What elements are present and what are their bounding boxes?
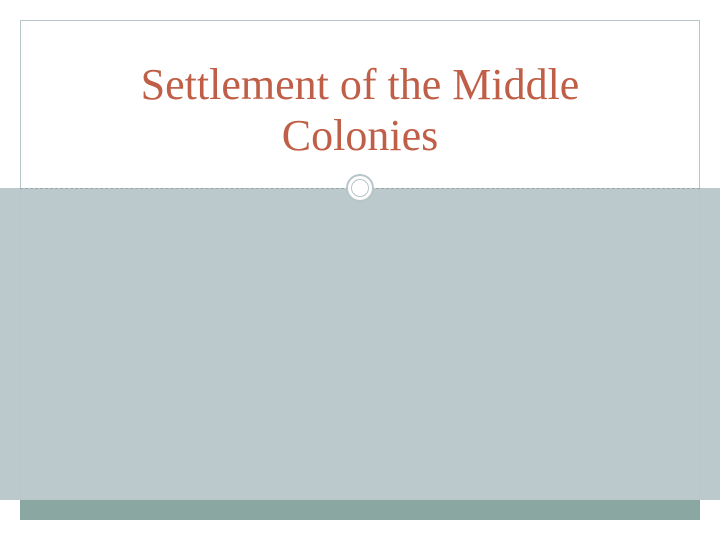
slide-title: Settlement of the Middle Colonies [0, 60, 720, 161]
slide: Settlement of the Middle Colonies [0, 0, 720, 540]
accent-bar [20, 500, 700, 520]
slide-title-text: Settlement of the Middle Colonies [141, 60, 580, 160]
body-region [0, 188, 720, 500]
ring-ornament-inner [351, 179, 369, 197]
